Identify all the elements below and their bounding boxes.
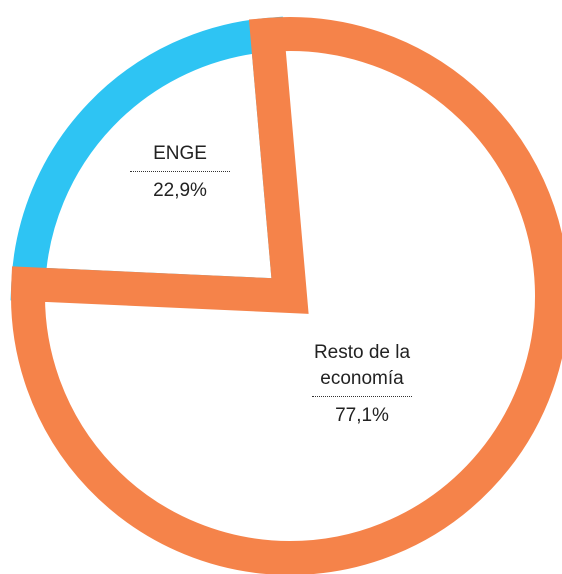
category-name: Resto de la economía — [313, 342, 411, 389]
slice-label: Resto de la economía 77,1% — [297, 340, 427, 429]
pie-slice — [11, 17, 562, 574]
slice-label: ENGE 22,9% — [105, 141, 255, 204]
value-label: 22,9% — [153, 180, 207, 201]
category-name: ENGE — [153, 143, 207, 164]
value-label: 77,1% — [335, 405, 389, 426]
divider — [312, 396, 412, 397]
divider — [130, 171, 230, 172]
pie-slice — [10, 16, 309, 314]
